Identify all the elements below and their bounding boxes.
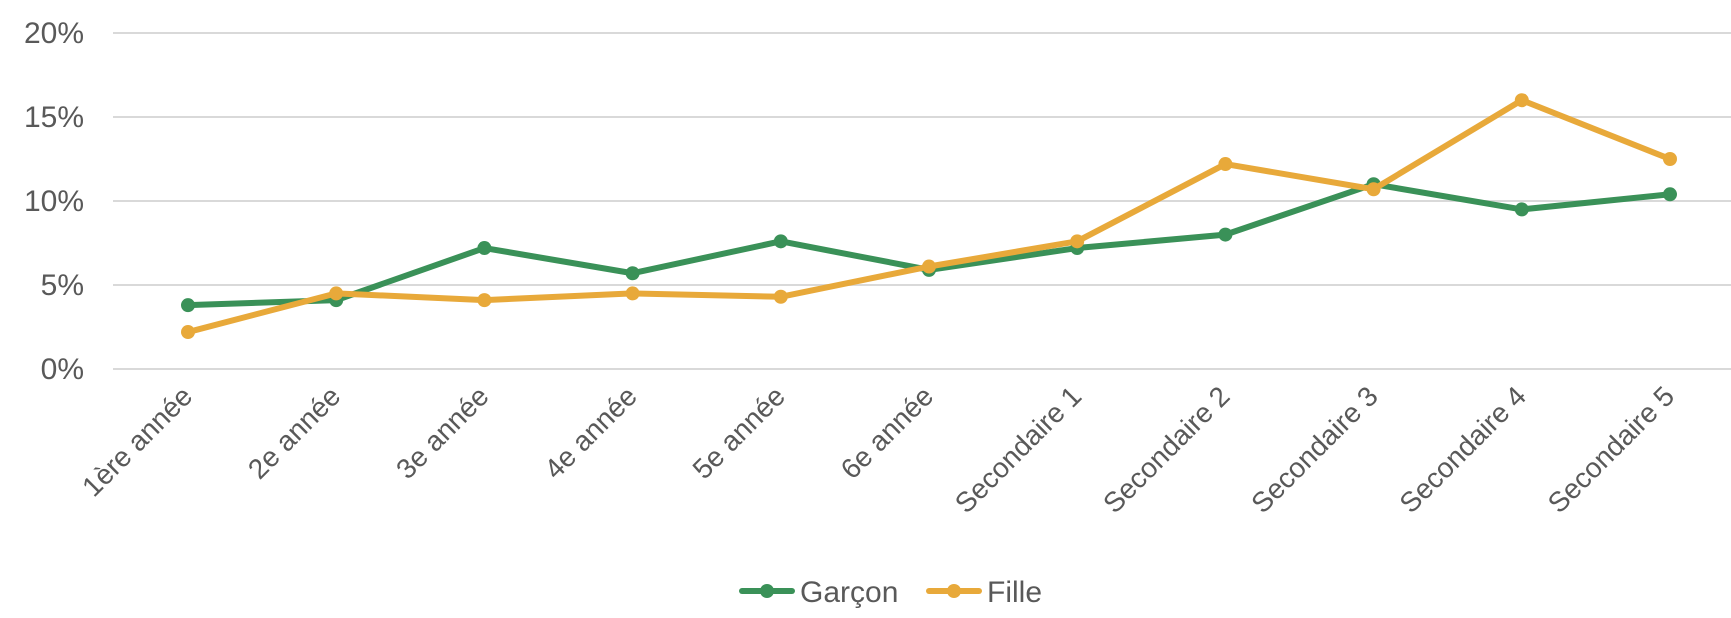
data-point: [773, 234, 788, 249]
x-tick-label: 6e année: [835, 380, 940, 485]
x-tick-label: Secondaire 2: [1097, 380, 1236, 519]
data-point: [477, 241, 492, 256]
y-tick-label: 15%: [24, 101, 84, 134]
data-point: [181, 298, 195, 313]
series-garcon: [181, 177, 1677, 313]
y-tick-label: 5%: [41, 269, 84, 302]
data-point: [1366, 182, 1381, 197]
legend-marker: [760, 584, 774, 598]
series-line: [185, 181, 1673, 309]
data-point: [1663, 187, 1677, 202]
series-fille: [181, 93, 1677, 340]
data-point: [1514, 202, 1529, 217]
x-tick-label: Secondaire 1: [949, 380, 1088, 519]
series-lines: [181, 93, 1677, 340]
x-tick-label: 1ère année: [76, 380, 198, 502]
data-point: [625, 286, 640, 301]
data-point: [477, 293, 492, 308]
data-point: [1514, 93, 1529, 108]
series-line: [185, 97, 1673, 336]
x-tick-label: Secondaire 5: [1542, 380, 1681, 519]
data-point: [1663, 152, 1677, 166]
legend-item: Garçon: [739, 576, 898, 609]
y-axis-tick-labels: 0% 5% 10% 15% 20%: [24, 17, 84, 386]
y-tick-label: 0%: [41, 353, 84, 386]
x-tick-label: Secondaire 4: [1393, 380, 1532, 519]
legend-marker: [947, 584, 961, 598]
data-point: [625, 266, 640, 281]
data-point: [773, 289, 788, 304]
x-tick-label: 4e année: [538, 380, 643, 485]
x-tick-label: 5e année: [687, 380, 792, 485]
x-axis-tick-labels: 1ère année 2e année 3e année 4e année 5e ann…: [76, 380, 1680, 519]
data-point: [329, 286, 344, 301]
data-point: [181, 325, 195, 340]
legend: Garçon Fille: [739, 576, 1042, 609]
data-point: [1070, 234, 1085, 249]
y-tick-label: 20%: [24, 17, 84, 50]
legend-item: Fille: [926, 576, 1042, 609]
x-tick-label: Secondaire 3: [1245, 380, 1384, 519]
data-point: [1218, 227, 1233, 242]
data-point: [922, 259, 936, 274]
data-point: [1218, 157, 1233, 172]
legend-label: Fille: [987, 576, 1042, 609]
y-tick-label: 10%: [24, 185, 84, 218]
x-tick-label: 2e année: [242, 380, 347, 485]
legend-label: Garçon: [800, 576, 898, 609]
x-tick-label: 3e année: [390, 380, 495, 485]
